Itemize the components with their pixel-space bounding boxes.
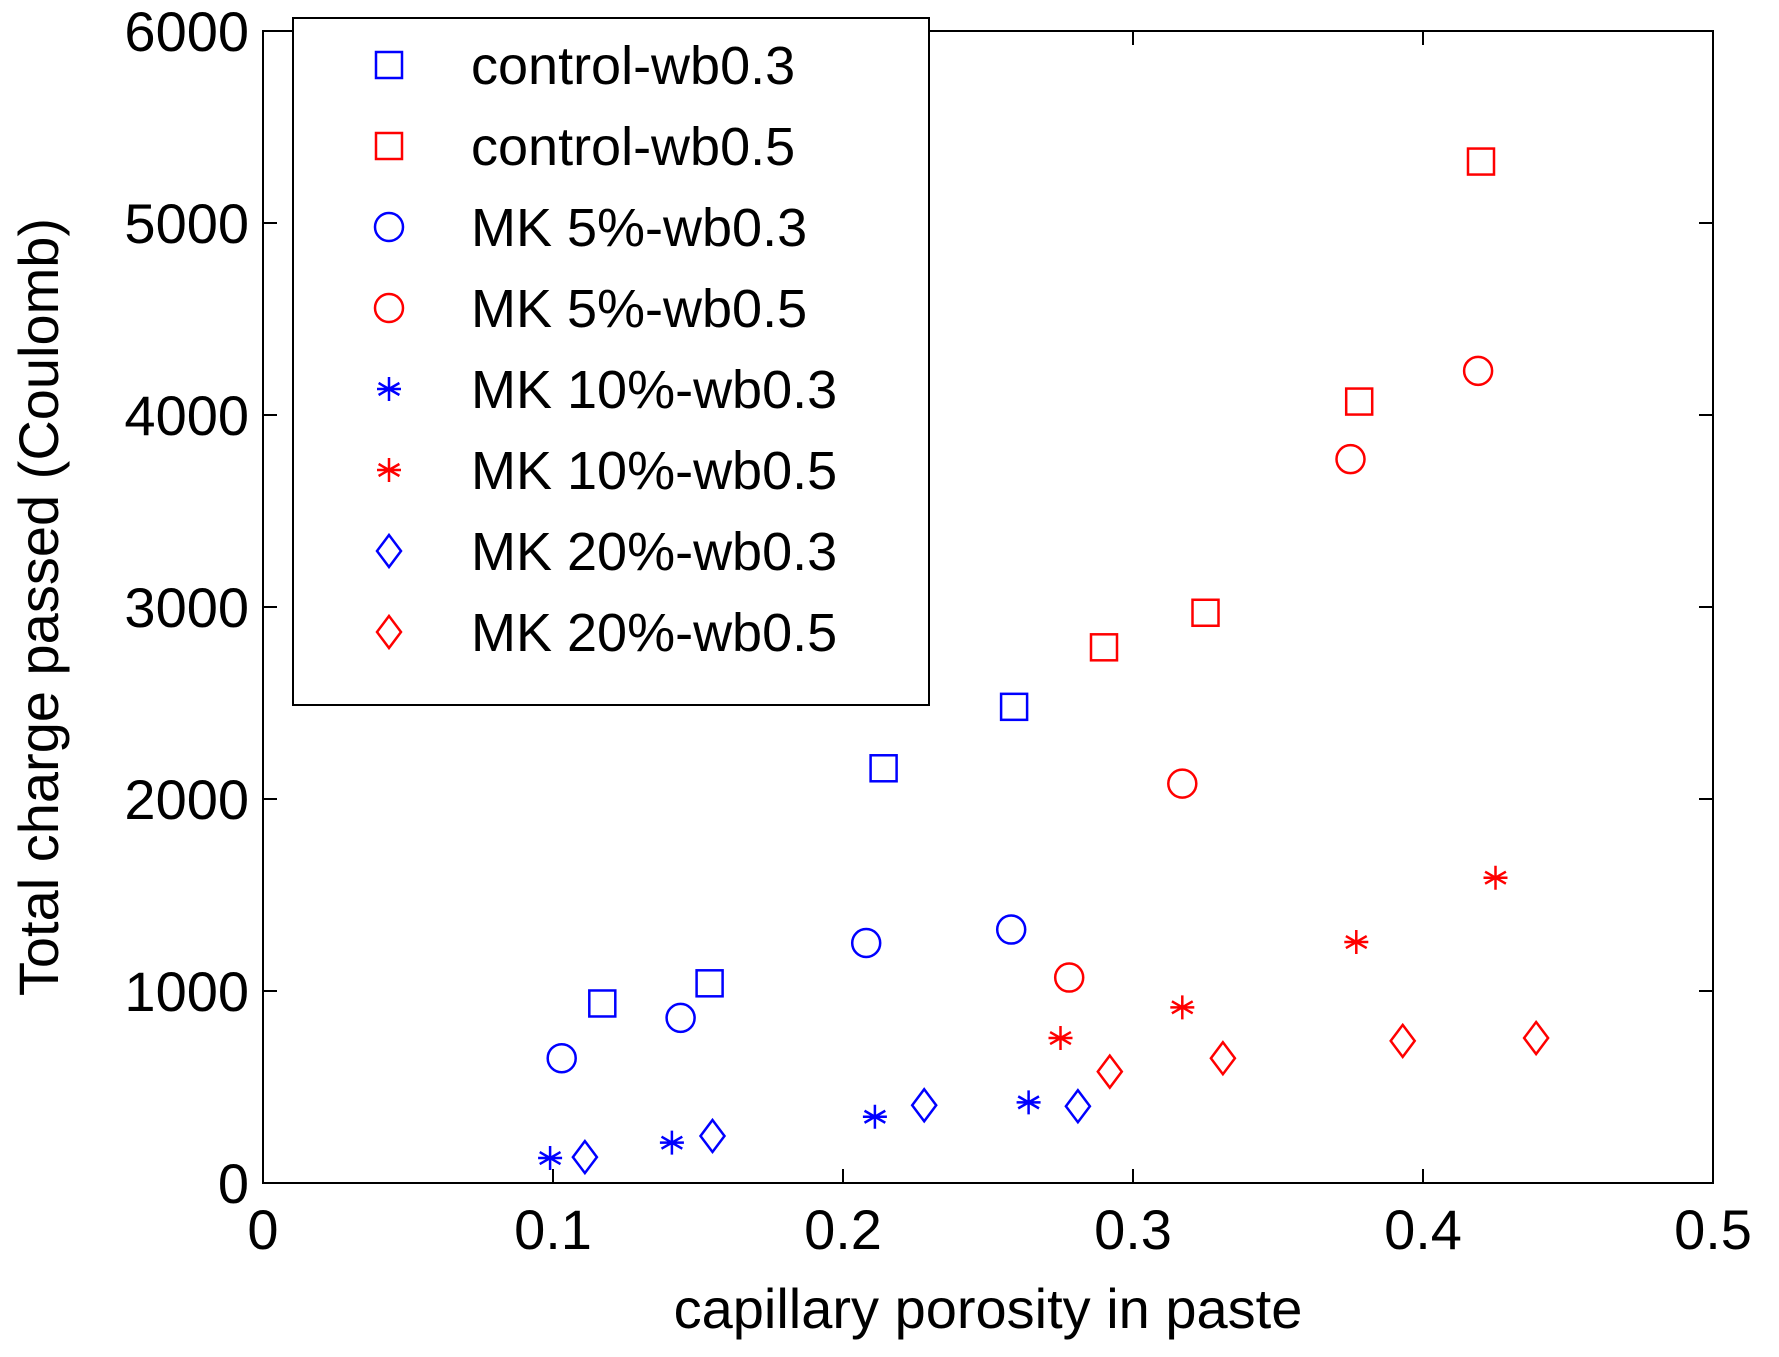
data-point — [862, 1104, 887, 1129]
data-markers — [538, 147, 1550, 1176]
plot-area-frame — [262, 30, 1714, 1184]
legend-entry-label: control-wb0.3 — [471, 36, 795, 96]
legend-entry-label: MK 20%-wb0.5 — [471, 603, 837, 663]
y-tick-label: 6000 — [124, 0, 249, 63]
data-point — [1096, 1053, 1124, 1090]
y-axis: 0 1000 2000 3000 4000 5000 6000 — [124, 0, 1713, 1215]
legend-entry-label: control-wb0.5 — [471, 117, 795, 177]
data-point — [995, 914, 1027, 945]
legend-entry-label: MK 20%-wb0.3 — [471, 522, 837, 582]
data-point — [546, 1042, 577, 1074]
data-point — [571, 1138, 599, 1176]
legend-marker — [374, 50, 404, 80]
data-point — [1191, 598, 1220, 628]
legend-entry-label: MK 5%-wb0.3 — [471, 198, 807, 258]
data-point — [1462, 355, 1494, 387]
legend-marker — [377, 377, 401, 401]
legend: control-wb0.3 control-wb0.5 MK 5%-wb0.3 MK … — [292, 17, 930, 706]
legend-marker — [373, 292, 405, 324]
data-point — [1344, 930, 1369, 955]
legend-entry-label: MK 10%-wb0.5 — [471, 441, 837, 501]
data-point — [869, 754, 898, 783]
data-point — [1089, 633, 1119, 662]
data-point — [999, 692, 1029, 722]
data-point — [1064, 1088, 1092, 1125]
data-point — [1170, 995, 1195, 1020]
y-tick-label: 3000 — [124, 576, 249, 639]
legend-entry-label: MK 5%-wb0.5 — [471, 279, 807, 339]
data-point — [910, 1087, 938, 1124]
x-axis-label: capillary porosity in paste — [674, 1277, 1303, 1340]
data-point — [1522, 1019, 1550, 1057]
data-point — [850, 927, 882, 959]
data-point — [695, 969, 724, 998]
legend-marker — [377, 458, 401, 482]
data-point — [1483, 865, 1508, 890]
data-point — [1335, 443, 1366, 475]
legend-marker — [373, 211, 405, 243]
y-tick-label: 2000 — [124, 768, 249, 831]
data-point — [1209, 1040, 1237, 1077]
data-point — [1344, 387, 1374, 416]
x-tick-label: 0.4 — [1384, 1198, 1462, 1261]
data-point — [1053, 962, 1085, 993]
x-axis: 0 0.1 0.2 0.3 0.4 0.5 — [247, 31, 1752, 1261]
legend-marker — [374, 131, 404, 161]
y-tick-label: 0 — [218, 1152, 249, 1215]
y-tick-label: 1000 — [124, 960, 249, 1023]
data-point — [538, 1146, 563, 1171]
legend-entry-label: MK 10%-wb0.3 — [471, 360, 837, 420]
data-point — [588, 989, 617, 1018]
x-tick-label: 0.3 — [1094, 1198, 1172, 1261]
legend-marker — [375, 613, 403, 651]
data-point — [659, 1130, 684, 1155]
x-tick-label: 0.5 — [1674, 1198, 1752, 1261]
data-point — [1389, 1022, 1417, 1060]
y-tick-label: 4000 — [124, 384, 249, 447]
legend-marker — [375, 532, 403, 570]
data-point — [698, 1117, 727, 1155]
x-tick-label: 0.1 — [514, 1198, 592, 1261]
data-point — [665, 1002, 696, 1034]
data-point — [1048, 1026, 1073, 1051]
y-tick-label: 5000 — [124, 192, 249, 255]
data-point — [1466, 147, 1496, 176]
data-point — [1167, 768, 1198, 799]
y-axis-label: Total charge passed (Coulomb) — [7, 218, 70, 996]
x-tick-label: 0.2 — [804, 1198, 882, 1261]
data-point — [1016, 1090, 1041, 1115]
x-tick-label: 0 — [247, 1198, 278, 1261]
